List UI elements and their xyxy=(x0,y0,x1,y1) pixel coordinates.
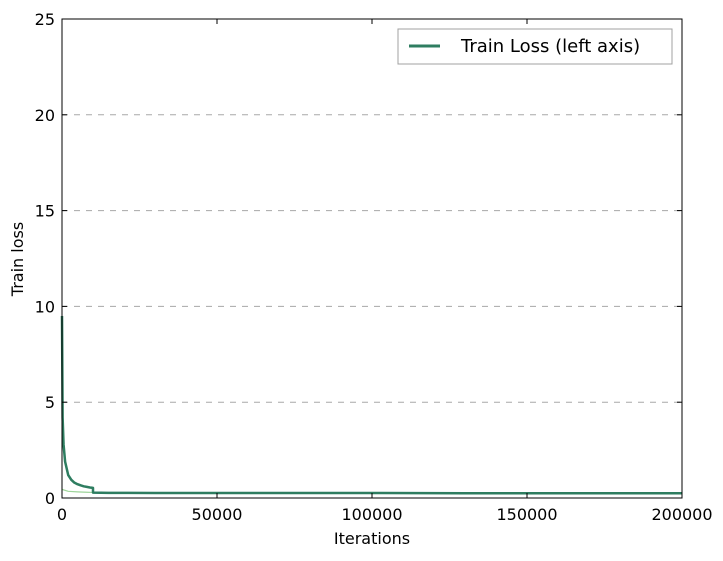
series-lines xyxy=(60,315,682,495)
x-tick-label-2: 100000 xyxy=(341,505,402,524)
y-tick-label-0: 0 xyxy=(45,489,55,508)
x-tick-label-0: 0 xyxy=(57,505,67,524)
legend: Train Loss (left axis) xyxy=(397,28,673,65)
x-tick-label-1: 50000 xyxy=(192,505,243,524)
series-line-0 xyxy=(60,315,682,495)
grid-lines xyxy=(62,114,682,403)
legend-label: Train Loss (left axis) xyxy=(460,36,640,57)
y-tick-label-1: 5 xyxy=(45,393,55,412)
x-axis-label: Iterations xyxy=(334,529,410,548)
y-tick-label-4: 20 xyxy=(35,106,55,125)
plot-frame xyxy=(61,18,683,499)
y-tick-label-3: 15 xyxy=(35,202,55,221)
x-tick-label-3: 150000 xyxy=(496,505,557,524)
axis-tick-labels: 0 5 10 15 20 25 0 50000 100000 150000 200000 xyxy=(35,10,713,524)
axis-ticks xyxy=(61,18,683,499)
y-tick-label-2: 10 xyxy=(35,297,55,316)
legend-box xyxy=(397,28,673,65)
y-axis-label: Train loss xyxy=(8,222,27,297)
y-tick-label-5: 25 xyxy=(35,10,55,29)
x-tick-label-4: 200000 xyxy=(651,505,712,524)
